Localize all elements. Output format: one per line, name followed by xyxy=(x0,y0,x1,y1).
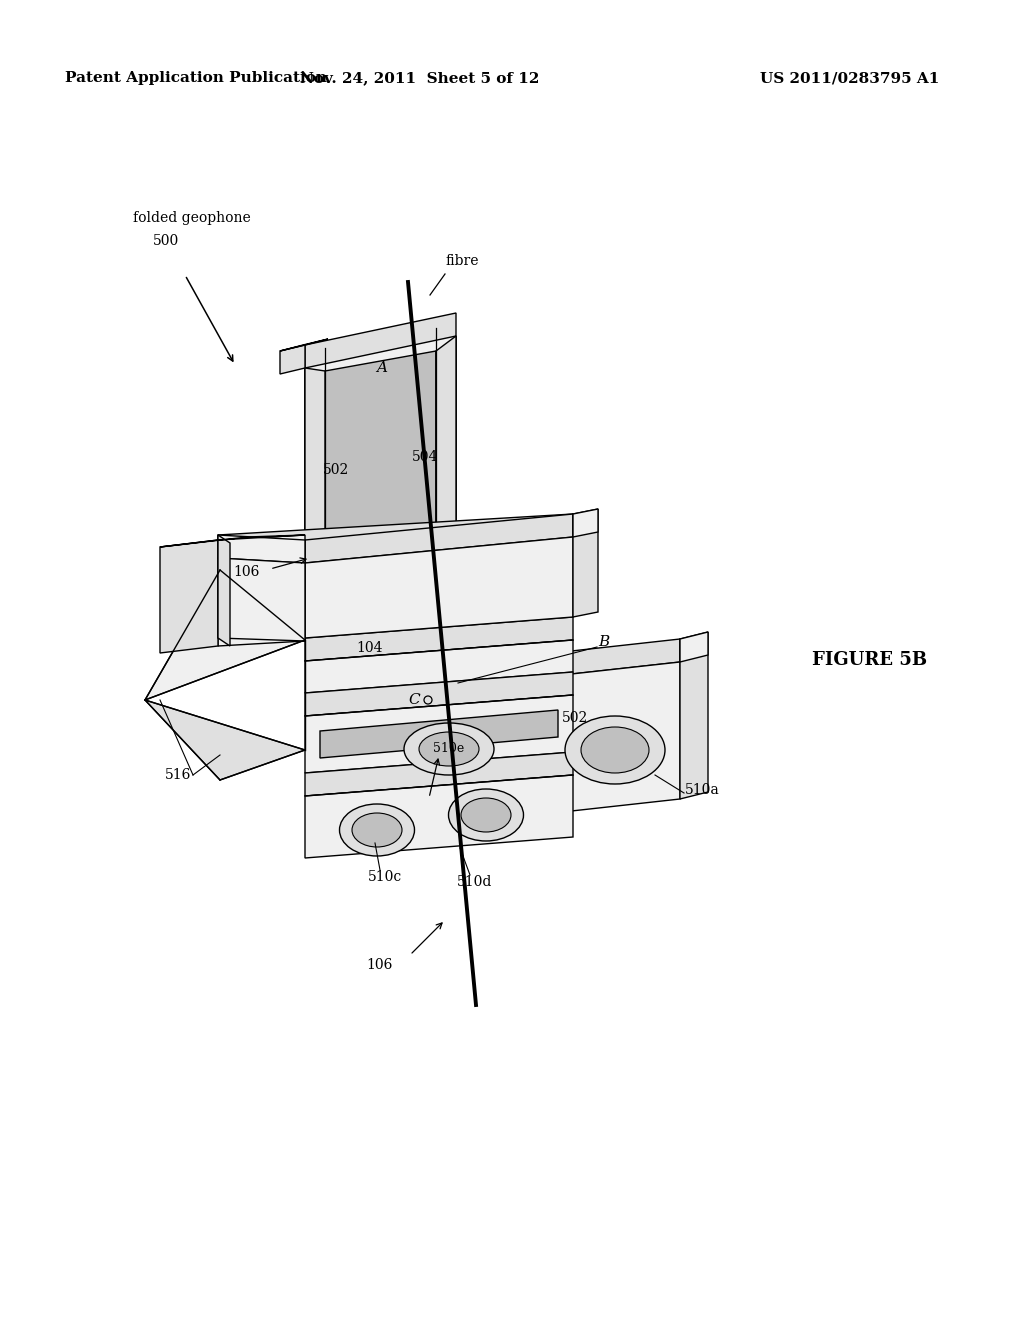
Text: 502: 502 xyxy=(562,711,588,725)
Text: folded geophone: folded geophone xyxy=(133,211,251,224)
Polygon shape xyxy=(218,535,305,564)
Text: 104: 104 xyxy=(356,642,383,655)
Polygon shape xyxy=(680,632,708,799)
Polygon shape xyxy=(218,513,573,558)
Text: Patent Application Publication: Patent Application Publication xyxy=(65,71,327,84)
Polygon shape xyxy=(305,616,573,661)
Polygon shape xyxy=(280,345,305,374)
Polygon shape xyxy=(160,535,305,546)
Polygon shape xyxy=(490,663,680,820)
Ellipse shape xyxy=(352,813,402,847)
Polygon shape xyxy=(305,313,456,557)
Polygon shape xyxy=(218,535,230,645)
Polygon shape xyxy=(305,537,573,638)
Polygon shape xyxy=(160,540,218,653)
Text: 500: 500 xyxy=(153,234,179,248)
Ellipse shape xyxy=(449,789,523,841)
Text: 510e: 510e xyxy=(433,742,465,755)
Polygon shape xyxy=(680,632,708,663)
Polygon shape xyxy=(145,570,305,700)
Ellipse shape xyxy=(581,727,649,774)
Text: 106: 106 xyxy=(233,565,260,579)
Ellipse shape xyxy=(565,715,665,784)
Polygon shape xyxy=(218,558,305,642)
Ellipse shape xyxy=(404,723,494,775)
Text: FIGURE 5B: FIGURE 5B xyxy=(812,651,928,669)
Polygon shape xyxy=(305,752,573,796)
Polygon shape xyxy=(305,672,573,715)
Text: 510d: 510d xyxy=(458,875,493,888)
Text: 510a: 510a xyxy=(685,783,720,797)
Polygon shape xyxy=(145,700,305,780)
Text: A: A xyxy=(377,360,387,375)
Polygon shape xyxy=(305,640,573,693)
Text: B: B xyxy=(598,635,609,649)
Polygon shape xyxy=(218,535,305,645)
Text: Nov. 24, 2011  Sheet 5 of 12: Nov. 24, 2011 Sheet 5 of 12 xyxy=(300,71,540,84)
Polygon shape xyxy=(490,639,680,682)
Text: 502: 502 xyxy=(323,463,349,477)
Ellipse shape xyxy=(461,799,511,832)
Polygon shape xyxy=(573,510,598,616)
Polygon shape xyxy=(305,368,325,579)
Polygon shape xyxy=(436,337,456,550)
Text: 504: 504 xyxy=(412,450,438,465)
Text: US 2011/0283795 A1: US 2011/0283795 A1 xyxy=(760,71,940,84)
Polygon shape xyxy=(573,510,598,537)
Polygon shape xyxy=(325,351,436,572)
Polygon shape xyxy=(305,775,573,858)
Text: C: C xyxy=(409,693,420,708)
Ellipse shape xyxy=(340,804,415,855)
Polygon shape xyxy=(319,710,558,758)
Polygon shape xyxy=(280,339,328,351)
Polygon shape xyxy=(305,513,573,564)
Polygon shape xyxy=(305,696,573,774)
Polygon shape xyxy=(305,337,456,579)
Text: 106: 106 xyxy=(367,958,393,972)
Text: 510c: 510c xyxy=(368,870,402,884)
Ellipse shape xyxy=(419,733,479,766)
Text: 516: 516 xyxy=(165,768,191,781)
Text: fibre: fibre xyxy=(445,253,478,268)
